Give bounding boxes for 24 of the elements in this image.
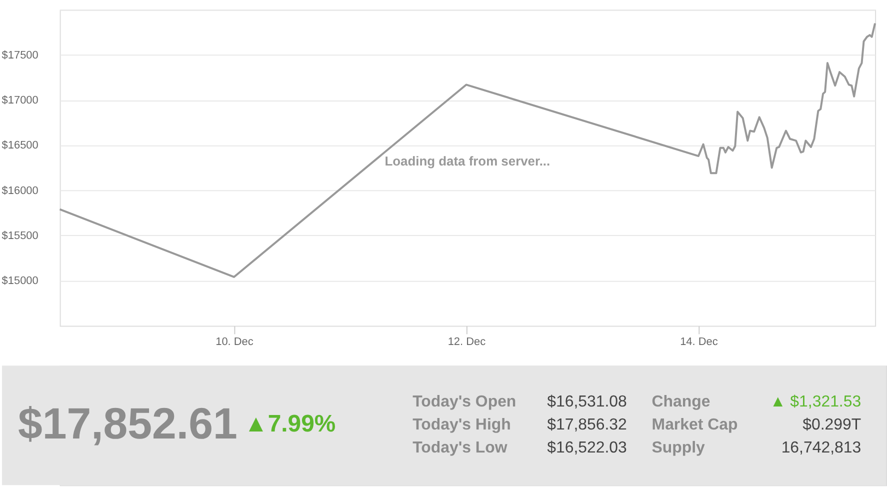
y-tick-label: $17500 — [2, 49, 38, 62]
text: $16,531.08 — [547, 393, 628, 410]
y-tick-label: $16500 — [2, 140, 38, 152]
y-tick-label: $15500 — [2, 230, 38, 242]
text: $17,852.61 — [18, 399, 238, 448]
y-tick-label: $17000 — [2, 94, 38, 107]
x-tick-label: 10. Dec — [216, 336, 254, 348]
text: ▲ $1,321.53 — [770, 393, 862, 410]
text: Today's High — [412, 416, 511, 434]
x-tick-label: 12. Dec — [448, 336, 486, 348]
text: $0.299T — [802, 416, 862, 434]
y-tick-label: $16000 — [2, 184, 38, 197]
text: 16,742,813 — [781, 439, 862, 456]
text: Supply — [652, 439, 706, 456]
text: $16,522.03 — [547, 439, 628, 456]
text: Today's Open — [412, 393, 516, 410]
text: Market Cap — [652, 416, 738, 434]
text: Change — [652, 393, 710, 410]
text: $17,856.32 — [547, 416, 628, 434]
text: ▲7.99% — [244, 410, 336, 438]
annotation: Loading data from server... — [384, 153, 550, 168]
y-tick-label: $15000 — [2, 275, 38, 288]
x-tick-label: 14. Dec — [680, 336, 718, 348]
text: Today's Low — [412, 439, 508, 456]
